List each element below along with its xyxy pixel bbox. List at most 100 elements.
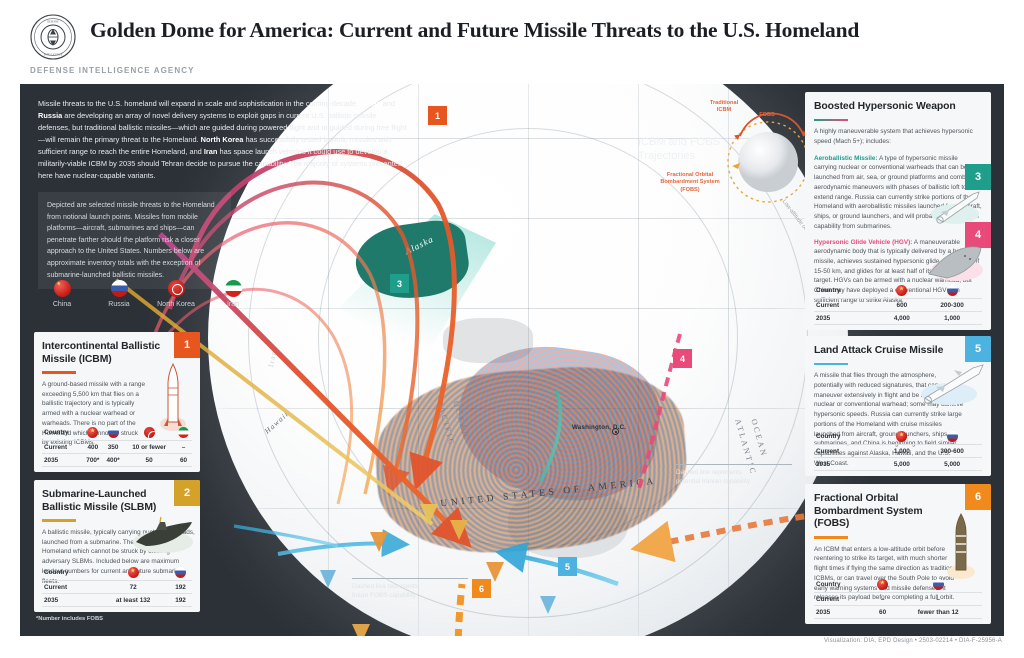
table-header-country: Country	[814, 576, 871, 593]
flag-iran-icon	[224, 280, 242, 297]
dia-seal-icon: DEFENSE INTELLIGENCE	[30, 14, 76, 60]
cell-china: 72	[97, 580, 170, 594]
callout-rule	[676, 464, 792, 465]
map-marker-6[interactable]: 6	[472, 579, 491, 598]
card-fobs-number: 6	[965, 484, 991, 510]
table-row: 2035 at least 132 192	[42, 593, 192, 607]
flag-russia-icon	[946, 284, 958, 296]
row-label-2035: 2035	[814, 605, 871, 619]
map-marker-1[interactable]: 1	[428, 106, 447, 125]
callout-fobs-line1: Dashed line represents	[352, 583, 418, 590]
row-label-current: Current	[814, 592, 871, 606]
card-lacm-accent	[814, 362, 848, 366]
submarine-icon	[133, 516, 193, 553]
cell-russia: 400*	[102, 453, 124, 467]
flag-russia-icon	[110, 280, 128, 297]
callout-iran-line2: potential Iranian capability	[676, 478, 750, 486]
slbm-footnote: *Number includes FOBS	[36, 616, 103, 622]
intro-text: Missile threats to the U.S. homeland wil…	[38, 99, 407, 180]
table-header-russia	[102, 424, 124, 441]
cell-russia: 200-300	[922, 298, 982, 312]
cell-china: 1,000	[881, 444, 923, 458]
table-header-china	[870, 576, 895, 593]
callout-rule	[352, 578, 468, 579]
card-icbm-title: Intercontinental Ballistic Missile (ICBM…	[42, 341, 161, 365]
card-lacm-table: Country Current 1,000 300-600 2035 5,000…	[814, 428, 982, 471]
flag-china-icon	[877, 578, 889, 590]
legend-label-north-korea: North Korea	[157, 301, 195, 308]
card-icbm-accent	[42, 371, 76, 374]
table-row: Current 1,000 300-600	[814, 444, 982, 458]
trajectory-diagram: ICBM and FOBS Trajectories Traditional I…	[620, 100, 830, 236]
flag-north-korea-icon	[167, 280, 185, 297]
card-slbm: 2 Submarine-Launched Ballistic Missile (…	[34, 480, 200, 612]
page-footer: Visualization: DIA, EPD Design • 2503-02…	[0, 636, 1024, 658]
table-header-country: Country	[814, 282, 882, 299]
legend-item-north-korea: North Korea	[154, 280, 198, 308]
callout-iran-line1: Dashed line represents	[676, 469, 742, 476]
table-row: 2035 4,000 1,000	[814, 311, 982, 325]
table-header-country: Country	[42, 564, 98, 581]
table-row: Current 72 192	[42, 580, 192, 594]
table-row: 2035 60 fewer than 12	[814, 605, 982, 619]
page-header: DEFENSE INTELLIGENCE Golden Dome for Ame…	[0, 0, 1024, 84]
map-marker-3[interactable]: 3	[390, 274, 409, 293]
card-lacm: 5 Land Attack Cruise Missile A missile t…	[805, 336, 991, 476]
callout-iran-dashed: Dashed line represents potential Iranian…	[676, 464, 792, 487]
card-boosted-hypersonic-accent	[814, 118, 848, 122]
agency-label: DEFENSE INTELLIGENCE AGENCY	[30, 66, 195, 75]
flag-china-icon	[87, 426, 99, 438]
map-label-washington-dc: Washington, D.C.	[572, 424, 627, 431]
fobs-missile-icon	[947, 513, 975, 579]
card-hgv-number: 4	[965, 222, 991, 248]
card-boosted-hypersonic-title: Boosted Hypersonic Weapon	[814, 101, 956, 112]
cell-russia: fewer than 12	[894, 605, 982, 619]
card-icbm-table: Country Current 400 350 10 or fewer – 20…	[42, 424, 192, 467]
cell-iran: –	[175, 440, 192, 454]
traj-label-traditional-icbm: Traditional ICBM	[709, 100, 739, 114]
flag-iran-icon	[178, 426, 190, 438]
card-aeroballistic-text: Aeroballistic Missile: A type of hyperso…	[814, 154, 982, 232]
legend-item-russia: Russia	[97, 280, 141, 308]
flag-russia-icon	[946, 430, 958, 442]
map-marker-5[interactable]: 5	[558, 557, 577, 576]
card-lacm-title: Land Attack Cruise Missile	[814, 345, 944, 356]
map-marker-4[interactable]: 4	[673, 349, 692, 368]
table-header-north-korea	[123, 424, 176, 441]
table-header-russia	[922, 428, 982, 445]
cell-north-korea: 10 or fewer	[123, 440, 176, 454]
cell-russia: 192	[169, 593, 192, 607]
row-label-current: Current	[814, 298, 882, 312]
callout-fobs-line2: future FOBS capability	[352, 592, 416, 600]
table-header-china	[881, 282, 923, 299]
table-row: 2035 5,000 5,000	[814, 457, 982, 471]
table-header-russia	[922, 282, 982, 299]
callout-fobs-dashed: Dashed line represents future FOBS capab…	[352, 578, 468, 601]
card-boosted-hypersonic-table: Country Current 600 200-300 2035 4,000 1…	[814, 282, 982, 325]
row-label-current: Current	[814, 444, 882, 458]
card-slbm-title: Submarine-Launched Ballistic Missile (SL…	[42, 489, 157, 513]
cell-china: at least 132	[97, 593, 170, 607]
cell-china: –	[870, 592, 895, 606]
traj-label-fobs-full: Fractional Orbital Bombardment System (F…	[660, 172, 720, 193]
cell-china: 4,000	[881, 311, 923, 325]
cell-china: 400	[82, 440, 103, 454]
cruise-missile-icon	[921, 364, 984, 405]
cell-north-korea: 50	[123, 453, 176, 467]
card-boosted-hypersonic-intro: A highly maneuverable system that achiev…	[814, 128, 973, 145]
country-legend: China Russia North Korea Iran	[40, 280, 255, 308]
cell-russia: 1,000	[922, 311, 982, 325]
table-row: 2035 700* 400* 50 60	[42, 453, 192, 467]
card-lacm-number: 5	[965, 336, 991, 362]
table-row: Current 400 350 10 or fewer –	[42, 440, 192, 454]
flag-china-icon	[127, 566, 139, 578]
cell-russia: –	[894, 592, 982, 606]
flag-russia-icon	[175, 566, 187, 578]
aeroballistic-missile-icon	[931, 191, 980, 224]
row-label-2035: 2035	[814, 311, 882, 325]
card-fobs-title: Fractional Orbital Bombardment System (F…	[814, 493, 923, 530]
cell-russia: 5,000	[922, 457, 982, 471]
card-icbm-number: 1	[174, 332, 200, 358]
card-hgv-lead: Hypersonic Glide Vehicle (HGV):	[814, 238, 913, 246]
card-aeroballistic-number: 3	[965, 164, 991, 190]
